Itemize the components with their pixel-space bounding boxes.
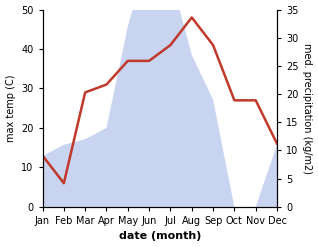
X-axis label: date (month): date (month) bbox=[119, 231, 201, 242]
Y-axis label: med. precipitation (kg/m2): med. precipitation (kg/m2) bbox=[302, 43, 313, 174]
Y-axis label: max temp (C): max temp (C) bbox=[5, 74, 16, 142]
